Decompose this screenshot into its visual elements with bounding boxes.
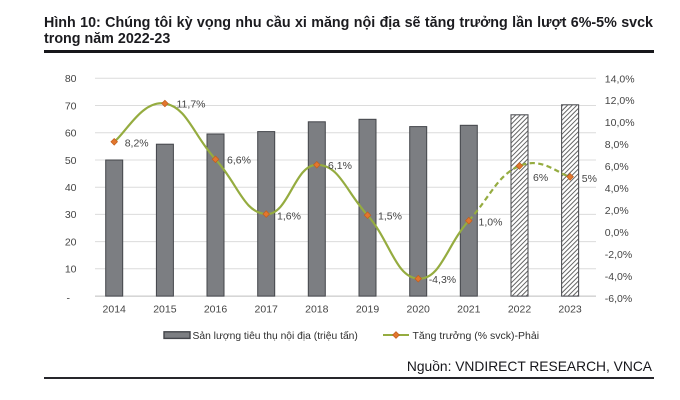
svg-text:14,0%: 14,0% (605, 73, 635, 85)
svg-text:11,7%: 11,7% (177, 98, 206, 110)
svg-text:Sản lượng tiêu thụ nội địa (tr: Sản lượng tiêu thụ nội địa (triệu tấn) (193, 330, 358, 342)
svg-text:-: - (67, 293, 71, 305)
svg-text:2014: 2014 (103, 304, 127, 316)
svg-text:-6,0%: -6,0% (605, 293, 632, 305)
svg-text:20: 20 (65, 236, 77, 248)
svg-text:Tăng trưởng (% svck)-Phải: Tăng trưởng (% svck)-Phải (413, 330, 540, 342)
svg-text:2015: 2015 (153, 304, 177, 316)
svg-text:8,2%: 8,2% (125, 137, 149, 149)
svg-text:6,6%: 6,6% (227, 154, 251, 166)
svg-text:2018: 2018 (305, 304, 329, 316)
svg-text:12,0%: 12,0% (605, 95, 635, 107)
svg-text:2016: 2016 (204, 304, 228, 316)
svg-text:2019: 2019 (356, 304, 380, 316)
svg-text:70: 70 (65, 100, 77, 112)
svg-text:6,0%: 6,0% (605, 161, 629, 173)
svg-text:10,0%: 10,0% (605, 117, 635, 129)
svg-text:40: 40 (65, 182, 77, 194)
svg-text:5%: 5% (582, 173, 597, 185)
svg-text:-2,0%: -2,0% (605, 249, 632, 261)
svg-text:8,0%: 8,0% (605, 139, 629, 151)
svg-text:60: 60 (65, 128, 77, 140)
svg-text:6%: 6% (533, 172, 548, 184)
svg-text:-4,3%: -4,3% (429, 274, 456, 286)
svg-text:4,0%: 4,0% (605, 183, 629, 195)
svg-text:2020: 2020 (407, 304, 431, 316)
svg-text:-4,0%: -4,0% (605, 271, 632, 283)
svg-text:6,1%: 6,1% (328, 160, 352, 172)
svg-text:1,6%: 1,6% (277, 210, 301, 222)
svg-text:2017: 2017 (255, 304, 279, 316)
svg-text:30: 30 (65, 209, 77, 221)
svg-text:2023: 2023 (558, 304, 582, 316)
svg-text:80: 80 (65, 73, 77, 85)
svg-text:10: 10 (65, 264, 77, 276)
svg-text:1,0%: 1,0% (479, 216, 503, 228)
svg-text:0,0%: 0,0% (605, 227, 629, 239)
svg-text:2022: 2022 (508, 304, 532, 316)
svg-text:2,0%: 2,0% (605, 205, 629, 217)
svg-text:2021: 2021 (457, 304, 481, 316)
svg-text:1,5%: 1,5% (378, 210, 402, 222)
svg-text:50: 50 (65, 155, 77, 167)
